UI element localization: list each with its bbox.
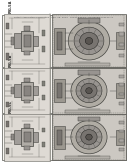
Circle shape [85, 37, 93, 44]
Bar [119, 102, 124, 105]
Circle shape [86, 134, 92, 140]
Bar [34, 132, 38, 142]
Bar [6, 148, 9, 154]
Bar [56, 130, 62, 145]
Bar [24, 100, 30, 103]
Text: Patent Application Publication   Feb. 28, 2013   Sheet 8 of 11   US 2013/0048140: Patent Application Publication Feb. 28, … [14, 17, 114, 18]
Bar [6, 23, 9, 29]
Bar [42, 142, 45, 147]
Bar [24, 146, 30, 150]
Bar [54, 79, 65, 102]
Bar [24, 86, 31, 96]
Bar [119, 148, 124, 151]
Bar [6, 101, 9, 107]
Text: FIG.5A: FIG.5A [9, 0, 13, 13]
Bar [14, 33, 21, 49]
Circle shape [81, 83, 97, 98]
Circle shape [71, 120, 107, 154]
Circle shape [71, 74, 107, 107]
Bar [24, 78, 30, 82]
Bar [53, 16, 124, 67]
Bar [6, 53, 9, 60]
Bar [52, 114, 126, 160]
Bar [2, 114, 126, 160]
Bar [24, 132, 31, 142]
Bar [65, 110, 110, 113]
Bar [14, 131, 21, 144]
Bar [11, 87, 14, 94]
Bar [119, 93, 124, 95]
Bar [65, 156, 110, 159]
Bar [2, 68, 126, 113]
Bar [42, 128, 45, 132]
Bar [54, 28, 65, 54]
Bar [42, 46, 45, 52]
Bar [116, 83, 124, 98]
Bar [11, 134, 14, 140]
Bar [116, 130, 124, 145]
Bar [53, 115, 124, 160]
Bar [52, 67, 126, 114]
Bar [56, 83, 62, 98]
Text: FIG.5B: FIG.5B [9, 53, 13, 67]
Bar [78, 70, 100, 75]
Bar [11, 37, 14, 45]
Circle shape [81, 130, 97, 145]
Bar [119, 83, 124, 86]
Circle shape [74, 27, 104, 55]
Bar [42, 30, 45, 35]
Bar [4, 67, 50, 114]
Bar [24, 124, 30, 128]
Bar [119, 121, 124, 124]
Circle shape [68, 22, 110, 60]
Bar [24, 35, 31, 47]
Bar [116, 32, 124, 49]
Bar [24, 26, 30, 31]
Bar [119, 43, 124, 46]
Bar [21, 82, 34, 100]
Circle shape [76, 79, 102, 103]
Bar [56, 32, 62, 50]
Bar [119, 75, 124, 78]
Bar [21, 31, 34, 51]
Circle shape [76, 125, 102, 149]
Bar [24, 51, 30, 55]
Circle shape [80, 32, 98, 50]
Bar [54, 126, 65, 149]
Bar [78, 17, 100, 23]
Bar [34, 86, 38, 95]
Bar [65, 63, 110, 66]
Bar [52, 14, 126, 67]
Bar [119, 54, 124, 57]
Bar [42, 81, 45, 86]
Bar [4, 14, 50, 68]
Bar [6, 121, 9, 127]
Bar [119, 23, 124, 26]
Bar [119, 139, 124, 142]
Bar [53, 68, 124, 113]
Bar [119, 130, 124, 132]
Circle shape [86, 88, 92, 94]
Bar [78, 117, 100, 121]
Bar [14, 84, 21, 97]
Bar [119, 32, 124, 36]
Bar [21, 128, 34, 146]
Bar [34, 36, 38, 46]
Bar [2, 15, 126, 67]
Bar [42, 95, 45, 100]
Bar [6, 75, 9, 80]
Text: FIG.5C: FIG.5C [9, 100, 13, 113]
Bar [4, 114, 50, 161]
